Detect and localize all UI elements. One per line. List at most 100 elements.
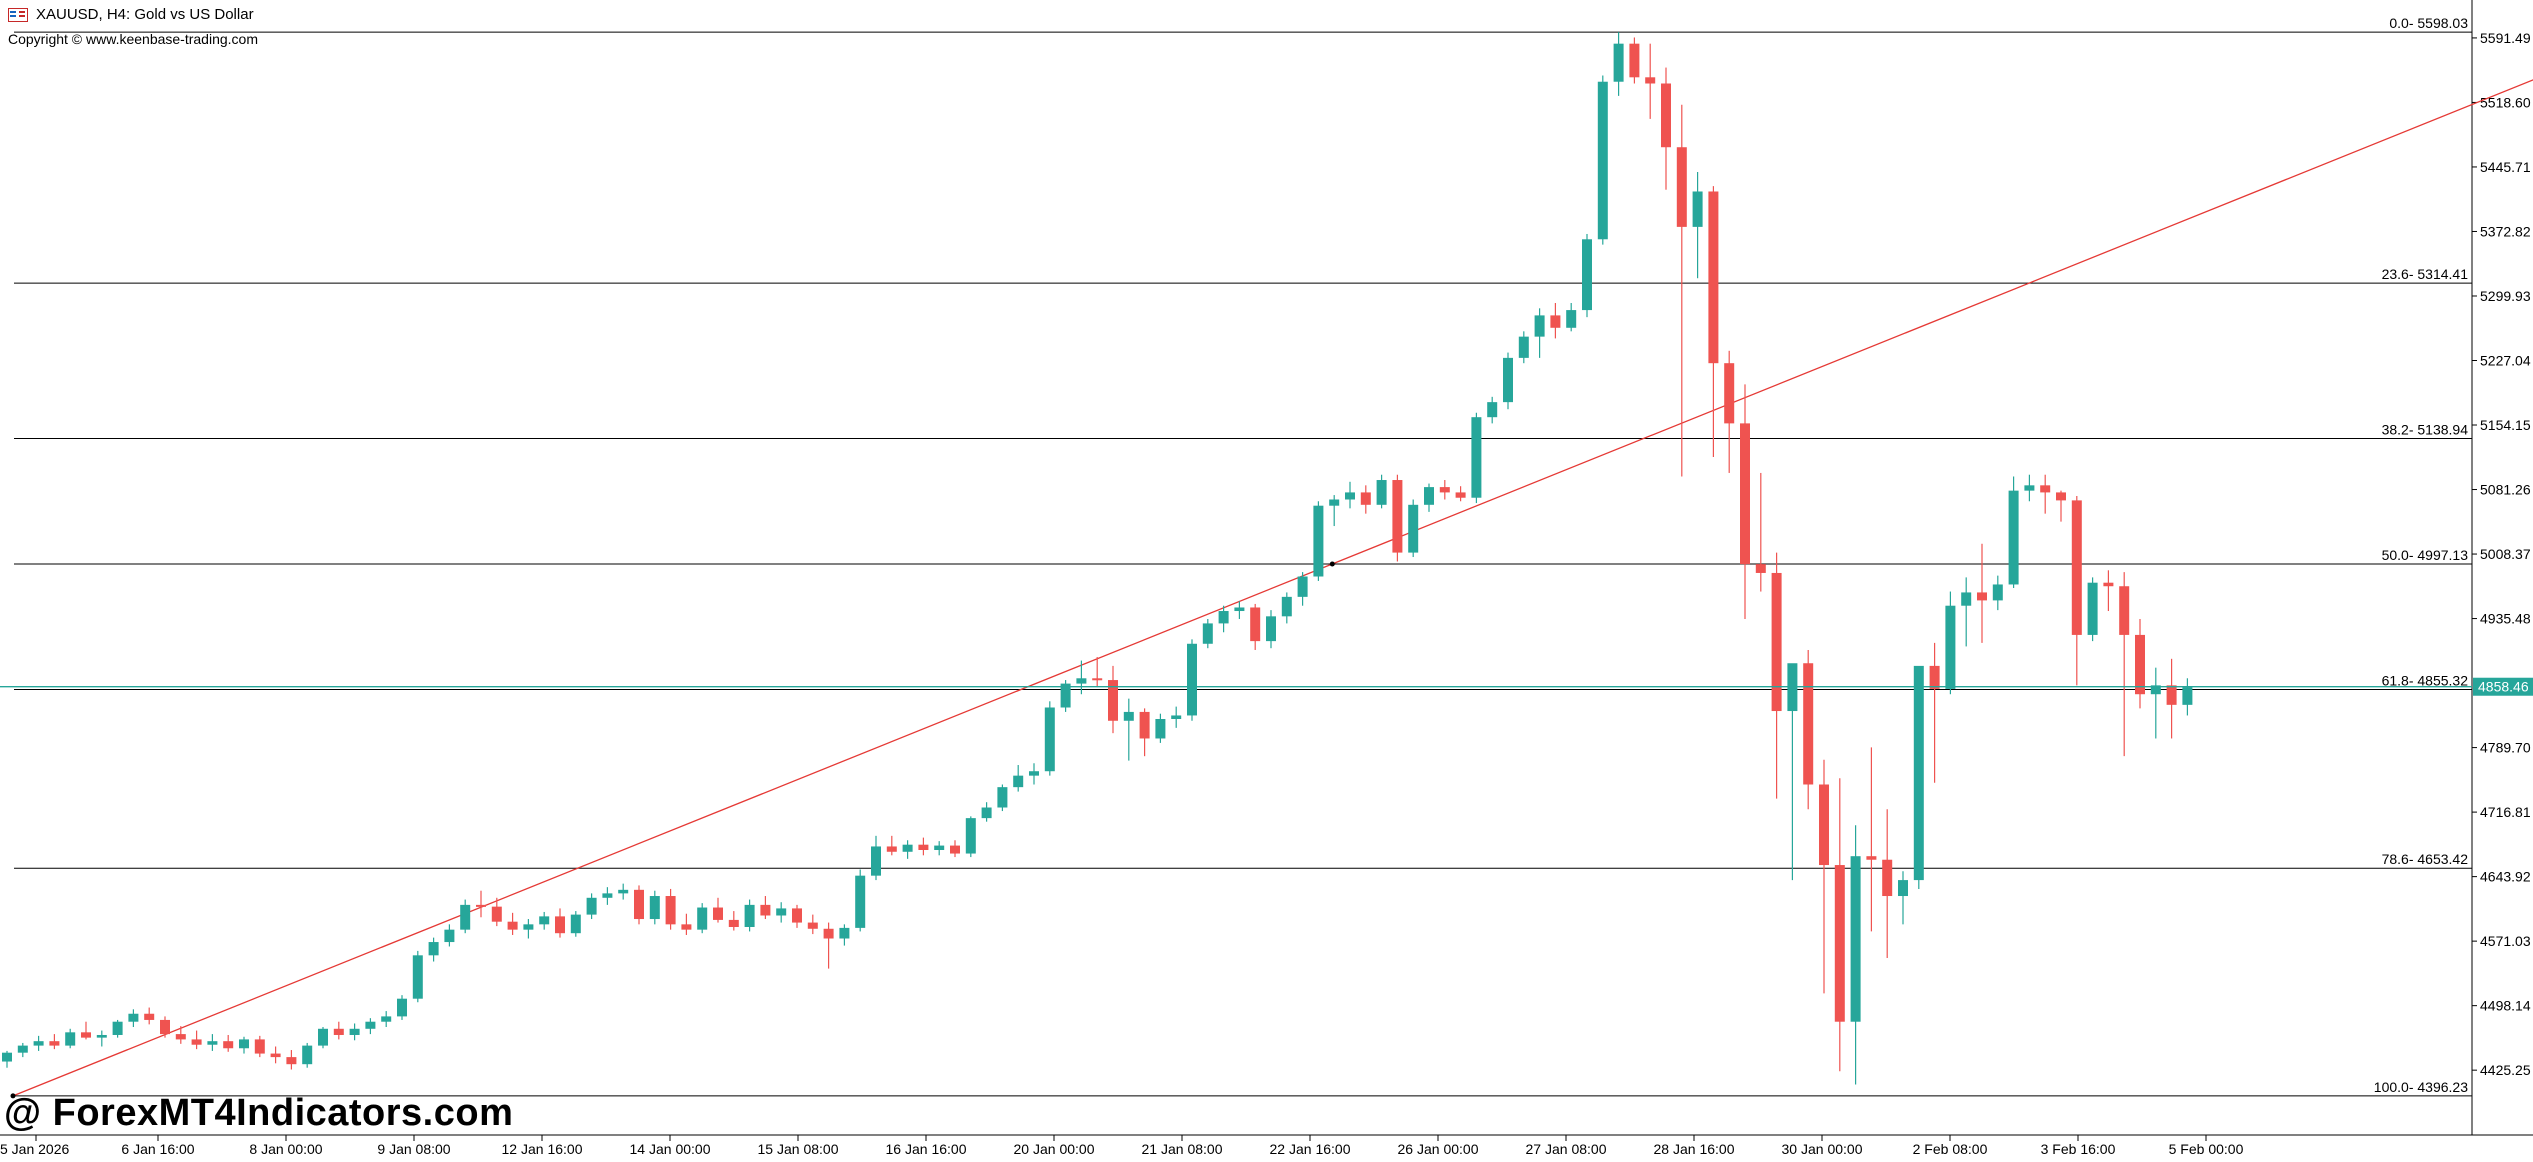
candle[interactable]	[144, 1007, 155, 1025]
candle[interactable]	[1060, 680, 1071, 712]
candle[interactable]	[1629, 37, 1640, 84]
candle[interactable]	[807, 914, 818, 935]
candle[interactable]	[2166, 658, 2177, 739]
candle[interactable]	[2103, 570, 2114, 612]
candle[interactable]	[1992, 575, 2003, 611]
candle[interactable]	[286, 1050, 297, 1070]
candle[interactable]	[618, 883, 629, 900]
candle[interactable]	[1787, 663, 1798, 881]
candle[interactable]	[1281, 592, 1292, 624]
candle[interactable]	[1266, 610, 1276, 649]
candle[interactable]	[1645, 43, 1656, 119]
candle[interactable]	[1439, 480, 1450, 500]
candle[interactable]	[223, 1034, 234, 1052]
candle[interactable]	[1961, 577, 1972, 647]
candle[interactable]	[507, 912, 518, 935]
candle[interactable]	[17, 1042, 28, 1058]
candle[interactable]	[1360, 485, 1371, 514]
candle[interactable]	[1092, 657, 1103, 688]
candle[interactable]	[1029, 763, 1039, 785]
candle[interactable]	[2087, 577, 2098, 642]
candle[interactable]	[207, 1034, 218, 1051]
candle[interactable]	[1740, 384, 1750, 619]
candle[interactable]	[2024, 474, 2035, 502]
candle[interactable]	[1692, 172, 1703, 279]
candle[interactable]	[713, 897, 723, 923]
candle[interactable]	[855, 869, 866, 932]
candle[interactable]	[333, 1021, 344, 1040]
candle[interactable]	[191, 1030, 202, 1050]
candle[interactable]	[697, 903, 708, 934]
candle[interactable]	[918, 837, 929, 856]
candle[interactable]	[602, 887, 613, 905]
candle[interactable]	[649, 890, 660, 925]
candle[interactable]	[2182, 678, 2193, 716]
candle[interactable]	[539, 911, 550, 930]
candle[interactable]	[1202, 618, 1213, 649]
candle[interactable]	[1044, 701, 1055, 776]
candle[interactable]	[1977, 543, 1987, 643]
candle[interactable]	[871, 835, 881, 881]
candle[interactable]	[776, 902, 787, 923]
candle[interactable]	[681, 913, 692, 935]
candle[interactable]	[1329, 495, 1340, 527]
candle[interactable]	[444, 924, 455, 947]
candle[interactable]	[397, 995, 407, 1020]
candle[interactable]	[49, 1034, 60, 1050]
candle[interactable]	[2119, 572, 2130, 757]
chart-window-icon[interactable]	[8, 7, 28, 22]
candle[interactable]	[1139, 708, 1150, 757]
candle[interactable]	[728, 911, 739, 931]
candle[interactable]	[950, 840, 960, 858]
candle[interactable]	[1013, 765, 1024, 792]
candle[interactable]	[33, 1035, 44, 1051]
candle[interactable]	[586, 893, 597, 920]
candle[interactable]	[1455, 486, 1466, 502]
candle[interactable]	[460, 899, 471, 934]
candle[interactable]	[381, 1011, 392, 1028]
trend-line-anchor-point[interactable]	[1329, 561, 1335, 567]
candle[interactable]	[1534, 308, 1545, 358]
candle[interactable]	[760, 896, 771, 920]
candle[interactable]	[1850, 825, 1861, 1085]
candle[interactable]	[1724, 350, 1735, 473]
candle[interactable]	[412, 950, 423, 1003]
trend-line-anchor-point[interactable]	[10, 1093, 16, 1099]
candle[interactable]	[160, 1016, 170, 1038]
candle[interactable]	[239, 1036, 249, 1054]
candle[interactable]	[2, 1050, 12, 1068]
candle[interactable]	[1424, 483, 1434, 512]
candle[interactable]	[1392, 474, 1403, 562]
candle[interactable]	[428, 937, 439, 962]
candle[interactable]	[2135, 618, 2145, 709]
candle[interactable]	[1250, 603, 1261, 650]
candle[interactable]	[1803, 649, 1814, 810]
candle[interactable]	[981, 802, 992, 822]
candle[interactable]	[1866, 747, 1877, 932]
candle[interactable]	[1487, 396, 1498, 424]
candle[interactable]	[965, 816, 976, 858]
candle[interactable]	[128, 1009, 139, 1028]
candle[interactable]	[1550, 303, 1561, 339]
candle[interactable]	[1155, 713, 1166, 743]
candle[interactable]	[1819, 759, 1829, 994]
candle[interactable]	[1613, 32, 1624, 96]
candle[interactable]	[1187, 639, 1197, 721]
candle[interactable]	[1518, 331, 1529, 364]
candle[interactable]	[1882, 809, 1893, 958]
candle[interactable]	[792, 904, 802, 928]
candle[interactable]	[175, 1026, 186, 1044]
candle[interactable]	[1834, 778, 1845, 1072]
candle[interactable]	[1345, 481, 1355, 509]
candle[interactable]	[1503, 352, 1513, 410]
candle[interactable]	[270, 1046, 281, 1064]
candle[interactable]	[254, 1035, 265, 1058]
candle[interactable]	[1376, 474, 1387, 509]
candle[interactable]	[2056, 490, 2066, 522]
candle[interactable]	[1755, 472, 1766, 592]
candle[interactable]	[476, 890, 486, 918]
candle[interactable]	[65, 1028, 76, 1049]
candle[interactable]	[1676, 104, 1687, 477]
candle[interactable]	[555, 908, 565, 938]
